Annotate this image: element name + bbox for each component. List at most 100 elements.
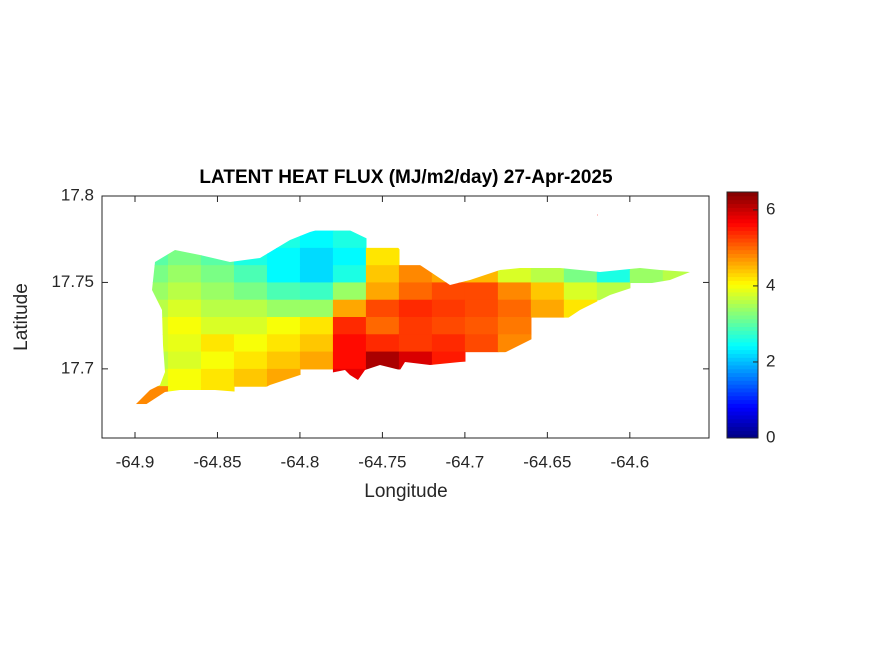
heat-cell bbox=[332, 334, 367, 353]
heat-cell bbox=[167, 368, 202, 387]
heat-cell bbox=[332, 299, 367, 318]
colorbar-segment bbox=[727, 222, 758, 228]
heat-cell bbox=[167, 282, 202, 301]
colorbar-segment bbox=[727, 211, 758, 216]
colorbar-segment bbox=[727, 338, 758, 343]
colorbar-segment bbox=[727, 195, 758, 201]
heat-cell bbox=[596, 265, 631, 284]
colorbar-segment bbox=[727, 303, 758, 308]
heat-cell bbox=[200, 368, 235, 387]
colorbar-segment bbox=[727, 322, 758, 328]
heat-cell bbox=[365, 265, 400, 284]
heat-cell bbox=[134, 299, 169, 318]
heat-cell bbox=[266, 282, 301, 301]
colorbar-segment bbox=[727, 384, 758, 389]
heat-cell bbox=[464, 265, 499, 284]
heat-cell bbox=[431, 299, 466, 318]
heat-cell bbox=[563, 265, 598, 284]
x-tick-label: -64.65 bbox=[523, 452, 571, 471]
y-tick-label: 17.7 bbox=[61, 358, 94, 377]
heat-cell bbox=[332, 265, 367, 284]
colorbar-segment bbox=[727, 334, 758, 339]
y-tick-label: 17.75 bbox=[51, 272, 94, 291]
heat-cell bbox=[365, 317, 400, 335]
heat-cell bbox=[431, 351, 466, 370]
heat-cell bbox=[233, 265, 268, 284]
heat-cell bbox=[332, 282, 367, 301]
heat-cell bbox=[431, 317, 466, 335]
heat-cell bbox=[299, 265, 334, 284]
heat-cell bbox=[167, 265, 202, 284]
x-tick-label: -64.6 bbox=[610, 452, 649, 471]
heat-cell bbox=[200, 317, 235, 335]
heat-cell bbox=[563, 299, 598, 318]
heat-cell bbox=[398, 282, 433, 301]
heat-cell bbox=[497, 282, 532, 301]
heat-cell bbox=[398, 317, 433, 335]
colorbar-segment bbox=[727, 376, 758, 381]
colorbar-segment bbox=[727, 249, 758, 254]
heat-cell bbox=[365, 247, 400, 266]
heat-cell bbox=[134, 386, 169, 405]
colorbar-tick-label: 0 bbox=[766, 427, 775, 446]
heat-cell bbox=[200, 282, 235, 301]
plot-frame bbox=[101, 195, 710, 439]
heat-cell bbox=[233, 282, 268, 301]
heat-cell bbox=[530, 282, 565, 301]
heat-cell bbox=[365, 351, 400, 370]
colorbar-segment bbox=[727, 218, 758, 224]
colorbar-segment bbox=[727, 330, 758, 335]
colorbar-segment bbox=[727, 434, 758, 439]
heat-cell bbox=[431, 334, 466, 353]
heat-cell bbox=[266, 368, 301, 387]
heat-cell bbox=[233, 368, 268, 387]
heat-cell bbox=[530, 265, 565, 284]
heat-cell bbox=[200, 386, 235, 405]
colorbar-segment bbox=[727, 299, 758, 304]
colorbar-segment bbox=[727, 207, 758, 212]
heat-cell bbox=[167, 386, 202, 405]
heat-cell bbox=[200, 247, 235, 266]
heat-cell bbox=[332, 368, 367, 387]
colorbar-segment bbox=[727, 422, 758, 427]
heat-cell bbox=[299, 230, 334, 249]
heat-cell bbox=[266, 299, 301, 318]
heat-cell bbox=[233, 334, 268, 353]
colorbar-segment bbox=[727, 245, 758, 251]
heat-cell bbox=[662, 265, 690, 284]
heat-cell bbox=[233, 247, 268, 266]
colorbar-segment bbox=[727, 284, 758, 289]
heat-cell bbox=[563, 282, 598, 301]
colorbar-segment bbox=[727, 261, 758, 266]
colorbar-segment bbox=[727, 307, 758, 312]
heat-cell bbox=[299, 351, 334, 370]
heat-cell bbox=[398, 334, 433, 353]
colorbar-segment bbox=[727, 395, 758, 401]
heat-cell bbox=[200, 334, 235, 353]
colorbar-segment bbox=[727, 226, 758, 231]
colorbar-segment bbox=[727, 234, 758, 239]
heat-cell bbox=[464, 299, 499, 318]
colorbar-segment bbox=[727, 388, 758, 393]
colorbar-segment bbox=[727, 430, 758, 435]
x-tick-label: -64.85 bbox=[193, 452, 241, 471]
heat-cell bbox=[134, 368, 169, 387]
colorbar-segment bbox=[727, 238, 758, 243]
heat-cell bbox=[596, 282, 631, 301]
heat-cell bbox=[299, 299, 334, 318]
colorbar-segment bbox=[727, 414, 758, 420]
heat-cell bbox=[563, 213, 598, 232]
colorbar-segment bbox=[727, 372, 758, 377]
heat-cell bbox=[266, 317, 301, 335]
heat-cell bbox=[134, 265, 169, 284]
heat-cell bbox=[233, 317, 268, 335]
colorbar-segment bbox=[727, 276, 758, 281]
colorbar-segment bbox=[727, 353, 758, 358]
colorbar-segment bbox=[727, 268, 758, 274]
heat-cell bbox=[233, 299, 268, 318]
heat-cell bbox=[299, 317, 334, 335]
heat-cell bbox=[431, 282, 466, 301]
colorbar-frame bbox=[726, 191, 759, 439]
colorbar-segment bbox=[727, 407, 758, 412]
